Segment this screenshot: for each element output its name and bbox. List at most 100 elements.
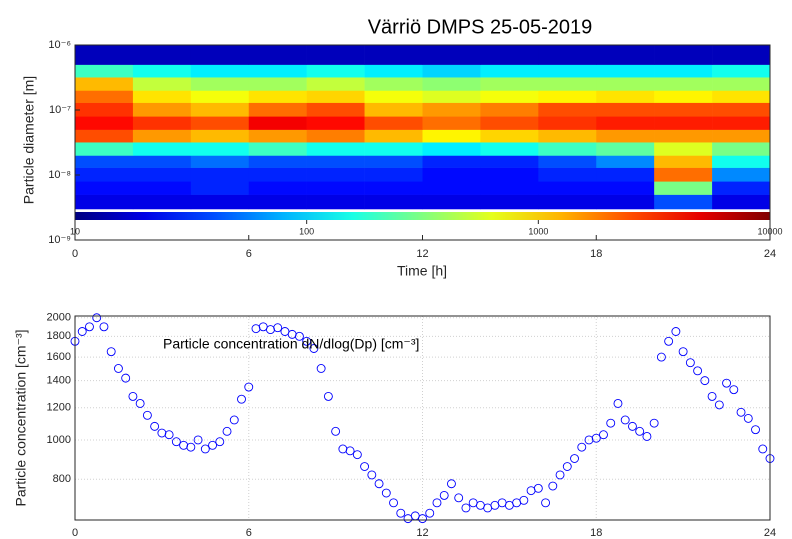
data-point: [693, 366, 703, 376]
heatmap-cell: [596, 90, 655, 103]
heatmap-cell: [248, 194, 307, 210]
heatmap-cell: [712, 116, 771, 130]
heatmap-cell: [364, 129, 423, 143]
heatmap-cell: [364, 116, 423, 130]
heatmap-cell: [596, 102, 655, 117]
heatmap-cell: [132, 116, 192, 130]
data-point: [164, 430, 174, 440]
heatmap-cell: [364, 45, 423, 65]
data-point: [338, 444, 348, 454]
heatmap-cell: [248, 45, 307, 65]
y-tick-label: 1800: [47, 330, 71, 342]
data-point: [237, 394, 246, 404]
data-point: [519, 495, 529, 505]
heatmap-cell: [190, 142, 250, 156]
heatmap-cell: [306, 142, 365, 156]
data-point: [85, 322, 94, 332]
heatmap-cell: [190, 77, 250, 91]
heatmap-cell: [654, 155, 713, 168]
heatmap-cell: [190, 45, 250, 65]
heatmap-cell: [190, 90, 250, 103]
heatmap-cell: [422, 45, 481, 65]
heatmap-cell: [75, 142, 134, 156]
heatmap-cell: [712, 90, 771, 103]
heatmap-cell: [712, 155, 771, 168]
y-axis-label: Particle diameter [m]: [21, 76, 37, 204]
x-tick-label: 18: [590, 527, 602, 539]
heatmap-cell: [712, 142, 771, 156]
data-point: [671, 327, 681, 336]
heatmap-cell: [712, 167, 771, 182]
data-point: [142, 410, 152, 420]
heatmap-cell: [190, 155, 250, 168]
data-point: [432, 498, 442, 508]
heatmap-cell: [306, 102, 365, 117]
heatmap-cell: [248, 167, 307, 182]
heatmap-cell: [364, 142, 423, 156]
data-point: [121, 373, 131, 383]
heatmap-cell: [248, 181, 307, 195]
heatmap-cell: [190, 102, 250, 117]
data-point: [77, 327, 87, 336]
heatmap-cell: [306, 77, 365, 91]
data-point: [526, 486, 536, 496]
heatmap-cell: [654, 90, 713, 103]
annotation: Particle concentration dN/dlog(Dp) [cm⁻³…: [163, 336, 419, 352]
x-tick-label: 12: [416, 248, 428, 260]
data-point: [439, 490, 449, 500]
heatmap-cell: [364, 64, 423, 78]
heatmap-cell: [422, 181, 481, 195]
heatmap-cell: [306, 155, 365, 168]
colorbar: [75, 212, 770, 220]
heatmap-cell: [538, 64, 597, 78]
heatmap-cell: [75, 181, 134, 195]
data-point: [418, 514, 427, 524]
data-point: [577, 442, 587, 452]
data-point: [157, 428, 167, 438]
heatmap-cell: [190, 129, 250, 143]
y-tick-label: 2000: [47, 312, 71, 324]
heatmap-cell: [306, 181, 365, 195]
heatmap-cell: [75, 116, 134, 130]
data-point: [396, 508, 406, 518]
heatmap-cell: [596, 155, 655, 168]
heatmap-cell: [132, 129, 192, 143]
heatmap-cell: [422, 64, 481, 78]
x-tick-label: 6: [246, 248, 252, 260]
heatmap-cell: [364, 102, 423, 117]
x-tick-label: 18: [590, 248, 602, 260]
data-point: [150, 421, 160, 431]
heatmap-cell: [596, 77, 655, 91]
heatmap-cell: [132, 181, 192, 195]
heatmap-cell: [654, 77, 713, 91]
data-point: [584, 435, 594, 445]
heatmap-cell: [248, 64, 307, 78]
data-point: [606, 418, 616, 428]
data-point: [613, 399, 623, 408]
data-point: [685, 358, 695, 368]
heatmap-cell: [422, 116, 481, 130]
data-point: [447, 479, 456, 489]
heatmap-cell: [364, 155, 423, 168]
heatmap-cell: [538, 77, 597, 91]
data-point: [331, 426, 341, 436]
chart-title: Värriö DMPS 25-05-2019: [368, 16, 593, 38]
heatmap-cell: [480, 90, 539, 103]
y-tick-label: 1600: [47, 351, 71, 363]
heatmap-cell: [654, 102, 713, 117]
y-axis-label: Particle concentration [cm⁻³]: [13, 329, 29, 506]
data-point: [222, 426, 232, 436]
data-point: [707, 391, 717, 401]
heatmap-cell: [712, 64, 771, 78]
x-tick-label: 6: [246, 527, 252, 539]
data-point: [635, 426, 645, 436]
heatmap-cell: [480, 45, 539, 65]
data-point: [229, 415, 239, 425]
heatmap-cell: [306, 90, 365, 103]
y-tick-label: 1000: [47, 434, 71, 446]
data-point: [743, 413, 753, 423]
heatmap-cell: [306, 64, 365, 78]
heatmap-cell: [422, 90, 481, 103]
heatmap-cell: [75, 45, 134, 65]
